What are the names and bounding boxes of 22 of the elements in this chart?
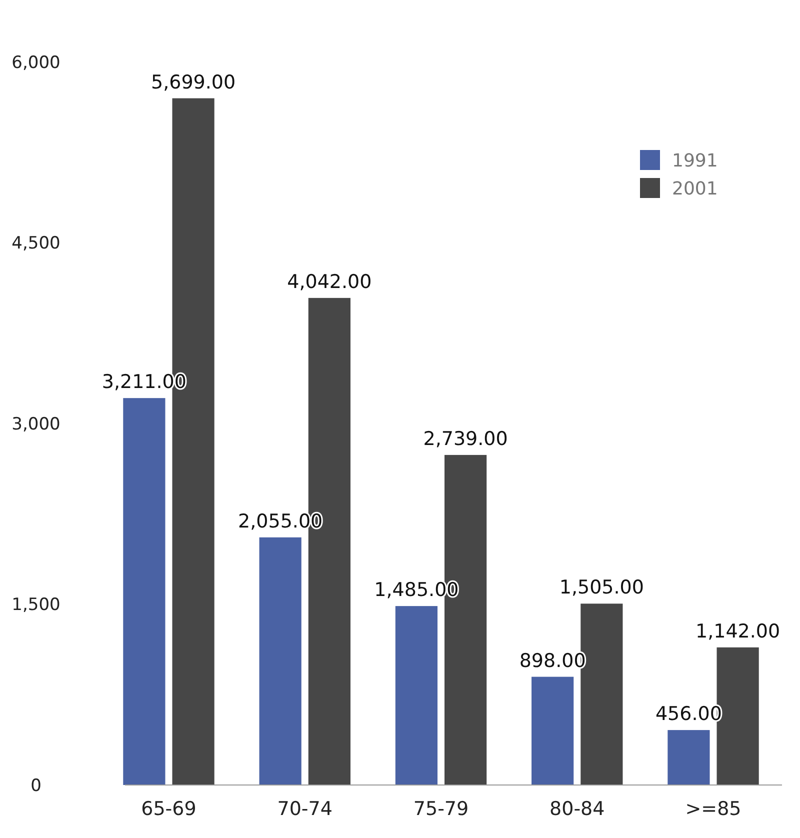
y-tick-label: 1,500: [12, 595, 60, 616]
bar: [668, 730, 710, 785]
y-tick-label: 4,500: [12, 234, 60, 254]
bar: [395, 606, 438, 785]
data-label: 5,699.00: [150, 71, 236, 94]
x-tick-label: 65-69: [141, 798, 196, 820]
x-tick-label: 70-74: [277, 798, 332, 820]
x-tick-label: >=85: [685, 798, 742, 820]
bar: [123, 398, 166, 785]
x-tick-label: 80-84: [550, 798, 605, 820]
data-label: 4,042.00: [287, 270, 372, 293]
bar: [532, 676, 574, 785]
data-label: 1,505.00: [559, 576, 644, 599]
data-label: 2,739.00: [423, 428, 508, 450]
x-tick-label: 75-79: [413, 798, 469, 820]
data-label: 1,142.00: [696, 620, 780, 642]
y-tick-label: 0: [30, 776, 42, 796]
y-tick-label: 6,000: [12, 52, 60, 73]
bar: [259, 537, 302, 785]
y-tick-label: 3,000: [12, 414, 60, 434]
legend-label: 2001: [672, 178, 718, 200]
legend-label: 1991: [672, 150, 718, 172]
